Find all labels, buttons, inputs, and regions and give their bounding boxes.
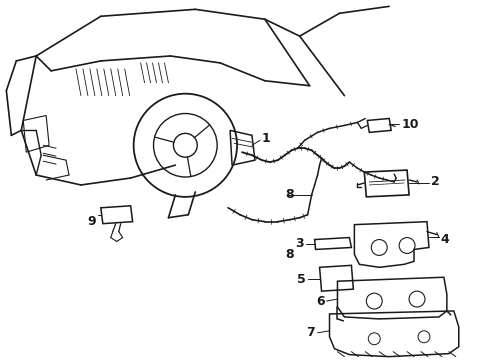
Text: 9: 9 bbox=[87, 215, 96, 228]
Text: 6: 6 bbox=[316, 294, 324, 307]
Text: 1: 1 bbox=[262, 132, 270, 145]
Text: 2: 2 bbox=[431, 175, 440, 189]
Text: 4: 4 bbox=[441, 233, 450, 246]
Text: 8: 8 bbox=[285, 248, 294, 261]
Text: 3: 3 bbox=[295, 237, 304, 250]
Text: 7: 7 bbox=[306, 326, 315, 339]
Text: 8: 8 bbox=[285, 188, 294, 201]
Text: 5: 5 bbox=[297, 273, 306, 286]
Text: 10: 10 bbox=[401, 118, 418, 131]
